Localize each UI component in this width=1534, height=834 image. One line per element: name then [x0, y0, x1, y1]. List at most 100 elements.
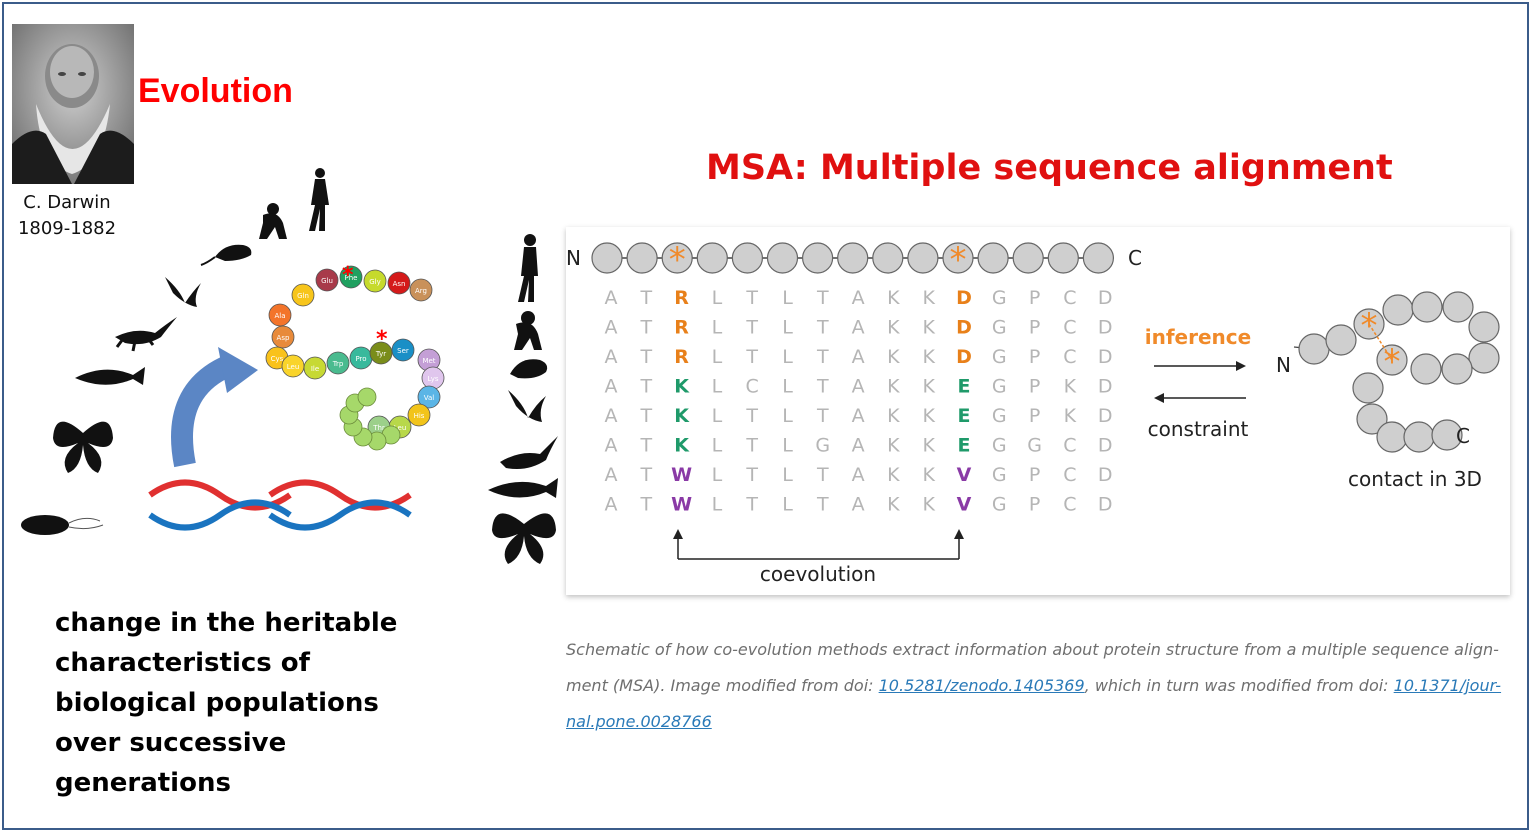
- alignment-cell: T: [639, 464, 652, 486]
- alignment-cell: T: [745, 405, 758, 427]
- alignment-cell: W: [671, 494, 692, 516]
- chain-residue: [802, 242, 834, 274]
- lizard-icon: [500, 436, 558, 469]
- alignment-cell: T: [639, 405, 652, 427]
- amino-acid-label: Trp: [332, 360, 344, 368]
- chain-residue: [626, 242, 658, 274]
- chain-residue: [766, 242, 799, 274]
- definition-line: biological populations: [55, 688, 379, 718]
- amino-acid-residue: [407, 403, 431, 427]
- alignment-cell: A: [852, 346, 865, 368]
- alignment-cell: V: [957, 464, 972, 486]
- alignment-cell: K: [674, 435, 690, 457]
- alignment-cell: R: [674, 317, 689, 339]
- darwin-name: C. Darwin: [23, 192, 111, 213]
- alignment-cell: A: [852, 376, 865, 398]
- butterfly-icon: [53, 421, 113, 473]
- amino-acid-label: Pro: [355, 355, 366, 363]
- alignment-cell: L: [712, 317, 723, 339]
- plos-doi-link[interactable]: 10.1371/jour-: [1393, 676, 1502, 695]
- alignment-cell: T: [745, 464, 758, 486]
- alignment-cell: T: [639, 346, 652, 368]
- alignment-cell: T: [639, 287, 652, 309]
- alignment-cell: P: [1029, 376, 1040, 398]
- fold-residue: [1431, 419, 1463, 451]
- evolution-definition: change in the heritable characteristics …: [55, 603, 435, 803]
- lizard-icon: [115, 317, 177, 352]
- alignment-cell: T: [816, 287, 829, 309]
- alignment-cell: D: [956, 317, 972, 339]
- alignment-cell: L: [782, 494, 793, 516]
- alignment-cell: A: [605, 405, 618, 427]
- fold-c-label: C: [1456, 424, 1470, 448]
- coevolution-bracket: [673, 529, 964, 560]
- amino-acid-label: Gly: [369, 278, 381, 286]
- human-icon: [309, 168, 329, 231]
- chain-residue: [1012, 242, 1044, 274]
- amino-acid-label: Leu: [394, 424, 407, 432]
- chain-residue: [696, 242, 728, 274]
- darwin-caption: C. Darwin 1809-1882: [6, 190, 128, 242]
- chain-residue: [731, 242, 763, 274]
- amino-acid-residue: [339, 265, 363, 289]
- alignment-cell: T: [639, 435, 652, 457]
- alignment-cell: T: [745, 287, 758, 309]
- inference-arrow-icon: [1154, 361, 1246, 371]
- amino-acid-label: Asn: [393, 280, 406, 288]
- amino-acid-label: Asp: [277, 334, 290, 342]
- amino-acid-residue: [315, 268, 339, 292]
- amino-acid-label: Gln: [297, 292, 309, 300]
- alignment-cell: P: [1029, 494, 1040, 516]
- alignment-cell: V: [957, 494, 972, 516]
- alignment-cell: T: [816, 494, 829, 516]
- fold-residue: [1468, 311, 1500, 343]
- amino-acid-residue: [268, 303, 292, 327]
- alignment-cell: A: [852, 435, 865, 457]
- alignment-cell: A: [605, 494, 618, 516]
- fold-residue: [1442, 291, 1474, 323]
- amino-acid-label: Ala: [274, 312, 285, 320]
- amino-acid-label: Phe: [345, 274, 358, 282]
- alignment-cell: K: [887, 346, 900, 368]
- alignment-cell: A: [605, 346, 618, 368]
- chain-residue: [661, 242, 693, 274]
- alignment-cell: K: [922, 464, 935, 486]
- alignment-cell: C: [1063, 346, 1076, 368]
- plos-doi-link-continued[interactable]: nal.pone.0028766: [566, 712, 712, 731]
- definition-line: generations: [55, 768, 231, 798]
- alignment-cell: D: [1098, 494, 1113, 516]
- alignment-cell: R: [674, 346, 689, 368]
- butterfly-icon: [492, 513, 556, 564]
- alignment-cell: K: [1064, 376, 1077, 398]
- bird-icon: [165, 277, 201, 307]
- amino-acid-residue: [387, 271, 411, 295]
- alignment-cell: D: [1098, 287, 1113, 309]
- alignment-cell: L: [782, 405, 793, 427]
- alignment-cell: G: [992, 376, 1007, 398]
- coevolution-label: coevolution: [760, 562, 876, 586]
- alignment-cell: A: [605, 435, 618, 457]
- rodent-icon: [510, 359, 548, 379]
- zenodo-doi-link[interactable]: 10.5281/zenodo.1405369: [878, 676, 1085, 695]
- constraint-arrow-icon: [1154, 393, 1246, 403]
- fold-residue: [1382, 294, 1414, 326]
- fold-residue: [1410, 353, 1442, 385]
- alignment-cell: C: [1063, 494, 1076, 516]
- alignment-cell: P: [1029, 287, 1040, 309]
- amino-acid-label: Tyr: [375, 350, 386, 358]
- fish-icon: [75, 367, 145, 385]
- amino-acid-label: Glu: [321, 277, 333, 285]
- amino-acid-label: Met: [422, 357, 435, 365]
- alignment-cell: D: [1098, 435, 1113, 457]
- chain-residue: [591, 242, 623, 274]
- alignment-cell: A: [605, 376, 618, 398]
- alignment-cell: E: [958, 405, 971, 427]
- amino-acid-residue: [271, 325, 295, 349]
- alignment-cell: L: [712, 494, 723, 516]
- fish-icon: [488, 478, 558, 498]
- fold-residue: [1325, 324, 1357, 356]
- chain-residue: [1082, 242, 1115, 274]
- alignment-cell: G: [992, 464, 1007, 486]
- alignment-cell: L: [782, 464, 793, 486]
